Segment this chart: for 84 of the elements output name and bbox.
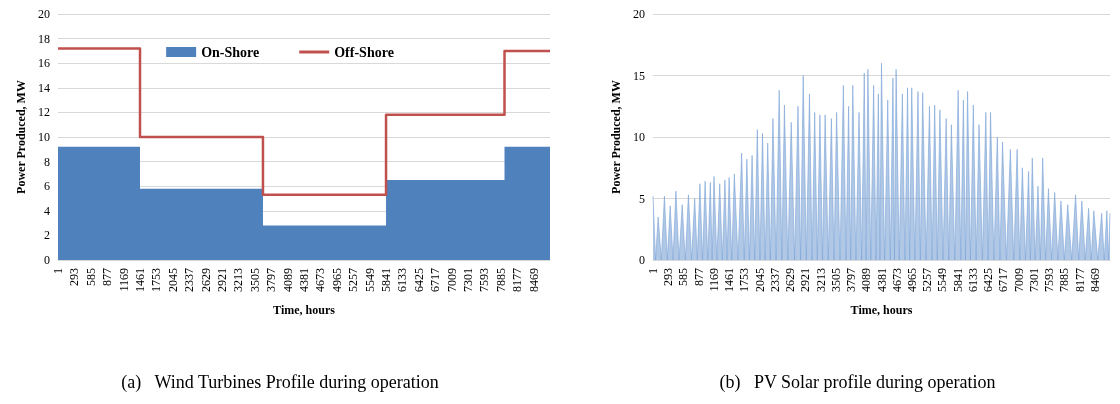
x-axis-title: Time, hours bbox=[850, 303, 913, 317]
x-tick-label: 1 bbox=[646, 268, 660, 274]
x-tick-label: 5257 bbox=[346, 268, 361, 292]
x-tick-label: 1169 bbox=[116, 268, 131, 292]
x-tick-label: 6133 bbox=[395, 268, 410, 292]
x-axis-title: Time, hours bbox=[273, 303, 336, 317]
legend-label: Off-Shore bbox=[334, 44, 394, 60]
x-tick-label: 5257 bbox=[920, 268, 935, 292]
x-tick-label: 4965 bbox=[905, 268, 919, 292]
x-tick-label: 1753 bbox=[737, 268, 752, 292]
x-tick-label: 4089 bbox=[859, 268, 874, 292]
x-tick-label: 8469 bbox=[1087, 268, 1102, 292]
x-tick-label: 3213 bbox=[813, 268, 828, 292]
y-axis-title: Power Produced, MW bbox=[609, 80, 624, 194]
x-tick-label: 1 bbox=[51, 268, 65, 274]
text: (b) PV Solar profile during operation bbox=[719, 372, 996, 393]
y-tick-label: 15 bbox=[633, 68, 645, 83]
x-tick-label: 877 bbox=[100, 268, 115, 286]
y-tick-label: 2 bbox=[44, 228, 50, 243]
x-tick-label: 2629 bbox=[198, 268, 213, 292]
y-tick-label: 10 bbox=[38, 130, 50, 144]
y-tick-label: 12 bbox=[38, 105, 50, 120]
y-tick-label: 5 bbox=[639, 191, 645, 206]
text: (a) Wind Turbines Profile during operation bbox=[121, 372, 439, 393]
x-tick-label: 2921 bbox=[798, 268, 813, 292]
x-tick-label: 2045 bbox=[165, 268, 180, 292]
x-tick-label: 4381 bbox=[297, 268, 312, 292]
x-tick-label: 6717 bbox=[996, 268, 1011, 292]
x-tick-label: 2921 bbox=[215, 268, 230, 292]
x-tick-label: 6425 bbox=[411, 268, 426, 292]
x-tick-label: 6717 bbox=[428, 268, 443, 292]
x-tick-label: 4381 bbox=[874, 268, 889, 292]
x-tick-label: 2045 bbox=[752, 268, 767, 292]
y-tick-label: 0 bbox=[44, 253, 50, 267]
y-axis-title: Power Produced, MW bbox=[14, 80, 29, 194]
y-tick-label: 20 bbox=[38, 7, 50, 21]
x-tick-label: 7593 bbox=[1042, 268, 1057, 292]
x-tick-label: 3505 bbox=[247, 268, 262, 292]
x-tick-label: 8177 bbox=[510, 268, 525, 292]
x-tick-label: 7593 bbox=[477, 268, 492, 292]
y-tick-label: 20 bbox=[633, 7, 645, 21]
y-tick-label: 4 bbox=[44, 203, 50, 218]
x-tick-label: 5841 bbox=[950, 268, 965, 292]
x-tick-label: 7885 bbox=[1057, 268, 1072, 292]
x-tick-label: 8469 bbox=[526, 268, 541, 292]
x-tick-label: 2629 bbox=[783, 268, 798, 292]
y-tick-label: 6 bbox=[44, 179, 50, 194]
x-tick-label: 3797 bbox=[844, 268, 859, 292]
x-tick-label: 4673 bbox=[889, 268, 904, 292]
x-tick-label: 293 bbox=[661, 268, 676, 286]
x-tick-label: 585 bbox=[83, 268, 98, 286]
x-tick-label: 293 bbox=[67, 268, 82, 286]
x-tick-label: 5549 bbox=[362, 268, 377, 292]
x-tick-label: 4673 bbox=[313, 268, 328, 292]
x-tick-label: 1461 bbox=[722, 268, 737, 292]
x-tick-label: 4089 bbox=[280, 268, 295, 292]
x-tick-label: 4965 bbox=[329, 268, 344, 292]
x-tick-label: 1461 bbox=[133, 268, 148, 292]
x-tick-label: 1169 bbox=[706, 268, 721, 292]
x-tick-label: 7301 bbox=[1026, 268, 1041, 292]
x-tick-label: 8177 bbox=[1072, 268, 1087, 292]
x-tick-label: 585 bbox=[676, 268, 691, 286]
y-tick-label: 16 bbox=[38, 56, 50, 71]
y-tick-label: 14 bbox=[38, 80, 50, 95]
x-tick-label: 5549 bbox=[935, 268, 950, 292]
x-tick-label: 6425 bbox=[981, 268, 996, 292]
y-tick-label: 10 bbox=[633, 130, 645, 144]
x-tick-label: 5841 bbox=[379, 268, 394, 292]
x-tick-label: 2337 bbox=[182, 268, 197, 292]
y-tick-label: 0 bbox=[639, 253, 645, 267]
x-tick-label: 7009 bbox=[1011, 268, 1026, 292]
x-tick-label: 3505 bbox=[828, 268, 843, 292]
x-tick-label: 6133 bbox=[965, 268, 980, 292]
x-tick-label: 3213 bbox=[231, 268, 246, 292]
x-tick-label: 2337 bbox=[767, 268, 782, 292]
x-tick-label: 7301 bbox=[461, 268, 476, 292]
x-tick-label: 1753 bbox=[149, 268, 164, 292]
y-tick-label: 18 bbox=[38, 31, 50, 46]
x-tick-label: 877 bbox=[691, 268, 706, 286]
x-tick-label: 7009 bbox=[444, 268, 459, 292]
x-tick-label: 7885 bbox=[493, 268, 508, 292]
y-tick-label: 8 bbox=[44, 154, 50, 169]
legend-label: On-Shore bbox=[201, 44, 260, 60]
x-tick-label: 3797 bbox=[264, 268, 279, 292]
